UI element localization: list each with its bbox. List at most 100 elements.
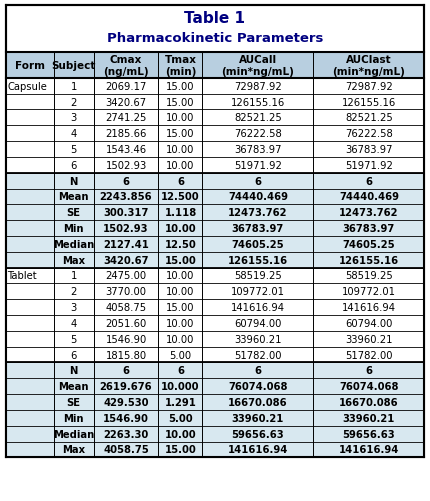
Text: 6: 6 <box>123 366 129 376</box>
Text: 76222.58: 76222.58 <box>234 129 282 139</box>
Text: 15.00: 15.00 <box>165 255 197 265</box>
Bar <box>6 378 424 394</box>
Text: 3: 3 <box>71 113 77 123</box>
Text: 60794.00: 60794.00 <box>234 318 282 328</box>
Bar <box>6 300 424 315</box>
Text: Pharmacokinetic Parameters: Pharmacokinetic Parameters <box>107 32 323 45</box>
Text: 33960.21: 33960.21 <box>234 334 282 344</box>
Text: 72987.92: 72987.92 <box>234 82 282 92</box>
Text: 10.00: 10.00 <box>166 113 195 123</box>
Text: 74605.25: 74605.25 <box>343 239 395 249</box>
Bar <box>6 268 424 284</box>
Text: 1.118: 1.118 <box>164 208 197 218</box>
Bar <box>6 410 424 426</box>
Bar <box>6 236 424 252</box>
Text: 10.00: 10.00 <box>166 271 195 281</box>
Text: 6: 6 <box>71 350 77 360</box>
Text: 51782.00: 51782.00 <box>345 350 393 360</box>
Text: Table 1: Table 1 <box>184 11 246 26</box>
Text: AUClast
(min*ng/mL): AUClast (min*ng/mL) <box>332 55 405 77</box>
Text: 10.00: 10.00 <box>166 287 195 297</box>
Bar <box>6 173 424 189</box>
Text: 126155.16: 126155.16 <box>231 97 285 107</box>
Text: 3: 3 <box>71 303 77 313</box>
Text: 51971.92: 51971.92 <box>234 160 282 170</box>
Bar <box>6 157 424 173</box>
Text: 16670.086: 16670.086 <box>228 397 288 407</box>
Bar <box>6 331 424 347</box>
Text: 1502.93: 1502.93 <box>105 160 147 170</box>
Text: Mean: Mean <box>58 381 89 391</box>
Text: Mean: Mean <box>58 192 89 202</box>
Text: Max: Max <box>62 444 85 454</box>
Text: 59656.63: 59656.63 <box>343 429 395 439</box>
Bar <box>6 426 424 441</box>
Text: 6: 6 <box>71 160 77 170</box>
Bar <box>6 110 424 126</box>
Text: 72987.92: 72987.92 <box>345 82 393 92</box>
Text: 15.00: 15.00 <box>165 444 197 454</box>
Text: 10.00: 10.00 <box>166 145 195 155</box>
Text: 126155.16: 126155.16 <box>228 255 288 265</box>
Text: 6: 6 <box>366 176 372 186</box>
Text: 76222.58: 76222.58 <box>345 129 393 139</box>
Text: 141616.94: 141616.94 <box>342 303 396 313</box>
Text: 6: 6 <box>366 366 372 376</box>
Text: 58519.25: 58519.25 <box>234 271 282 281</box>
Text: 59656.63: 59656.63 <box>232 429 284 439</box>
Text: 12473.762: 12473.762 <box>228 208 288 218</box>
Text: 126155.16: 126155.16 <box>342 97 396 107</box>
Text: 6: 6 <box>255 366 261 376</box>
Text: Tmax
(min): Tmax (min) <box>164 55 197 77</box>
Text: 4058.75: 4058.75 <box>103 444 149 454</box>
Text: 12.500: 12.500 <box>161 192 200 202</box>
Text: SE: SE <box>67 208 81 218</box>
Text: 15.00: 15.00 <box>166 82 195 92</box>
Text: 1546.90: 1546.90 <box>105 334 147 344</box>
Bar <box>6 441 424 457</box>
Text: 2: 2 <box>71 287 77 297</box>
Text: AUCall
(min*ng/mL): AUCall (min*ng/mL) <box>221 55 295 77</box>
Text: 15.00: 15.00 <box>166 97 195 107</box>
Text: 10.00: 10.00 <box>166 318 195 328</box>
Text: 1: 1 <box>71 82 77 92</box>
Text: 3420.67: 3420.67 <box>103 255 149 265</box>
Text: 4: 4 <box>71 129 77 139</box>
Text: 82521.25: 82521.25 <box>234 113 282 123</box>
Text: 6: 6 <box>255 176 261 186</box>
Text: 74440.469: 74440.469 <box>228 192 288 202</box>
Text: 82521.25: 82521.25 <box>345 113 393 123</box>
Text: 1546.90: 1546.90 <box>103 413 149 423</box>
Text: Tablet: Tablet <box>7 271 37 281</box>
Text: 58519.25: 58519.25 <box>345 271 393 281</box>
Text: 10.00: 10.00 <box>165 429 196 439</box>
Text: N: N <box>70 366 78 376</box>
Bar <box>6 394 424 410</box>
Text: 2263.30: 2263.30 <box>103 429 149 439</box>
Text: 51782.00: 51782.00 <box>234 350 282 360</box>
Text: 6: 6 <box>123 176 129 186</box>
Text: 2619.676: 2619.676 <box>100 381 152 391</box>
Text: 2741.25: 2741.25 <box>105 113 147 123</box>
Bar <box>6 252 424 268</box>
Text: Capsule: Capsule <box>7 82 47 92</box>
Bar <box>6 94 424 110</box>
Bar <box>6 126 424 142</box>
Text: 2475.00: 2475.00 <box>105 271 147 281</box>
Bar <box>6 284 424 300</box>
Bar <box>6 347 424 363</box>
Text: 2069.17: 2069.17 <box>105 82 147 92</box>
Text: 12473.762: 12473.762 <box>339 208 399 218</box>
Text: 3420.67: 3420.67 <box>105 97 147 107</box>
Bar <box>6 315 424 331</box>
Text: 1: 1 <box>71 271 77 281</box>
Text: 36783.97: 36783.97 <box>345 145 393 155</box>
Text: 10.00: 10.00 <box>166 334 195 344</box>
Bar <box>6 142 424 157</box>
Text: 126155.16: 126155.16 <box>339 255 399 265</box>
Text: 10.00: 10.00 <box>166 160 195 170</box>
Text: 109772.01: 109772.01 <box>342 287 396 297</box>
Bar <box>6 205 424 220</box>
Text: 429.530: 429.530 <box>103 397 149 407</box>
Text: Min: Min <box>63 223 84 233</box>
